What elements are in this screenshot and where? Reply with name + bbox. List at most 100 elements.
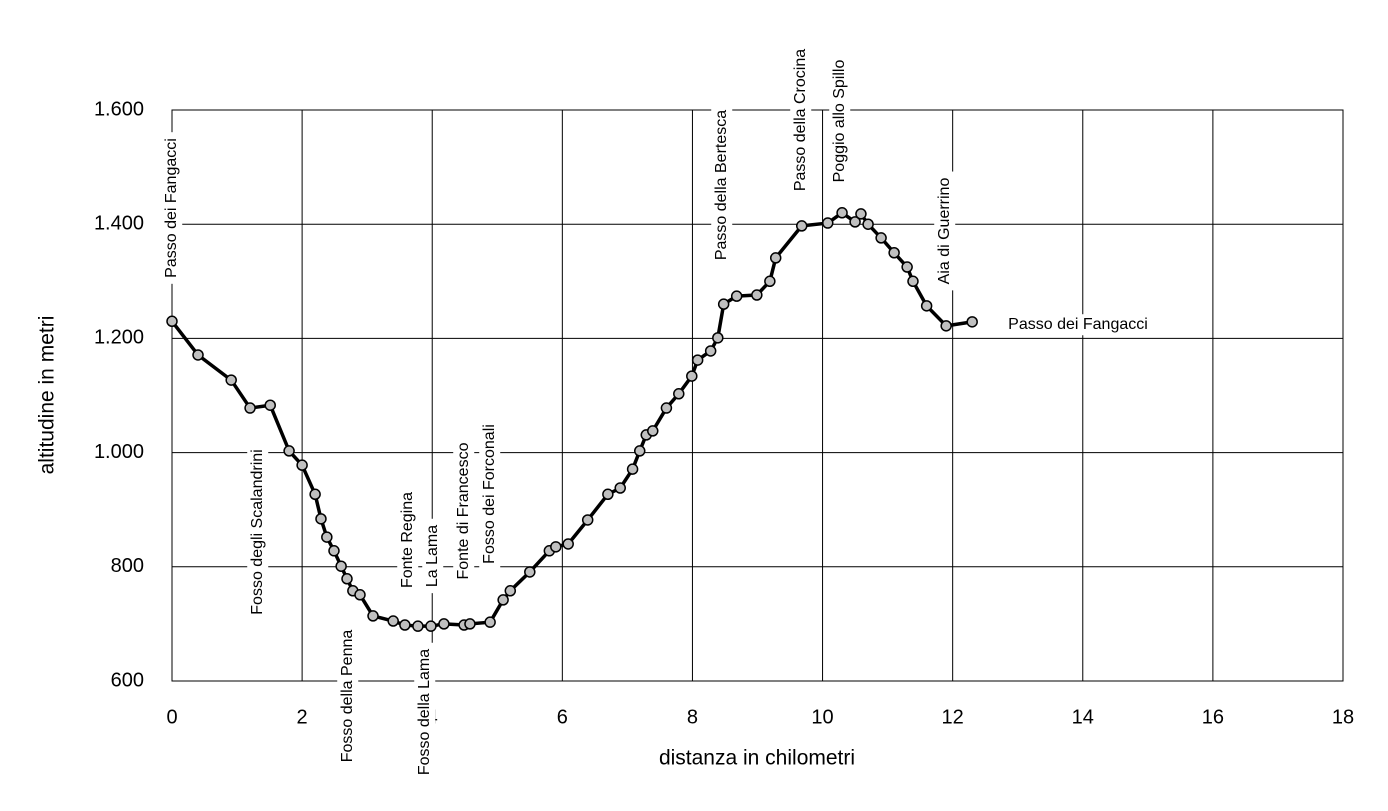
point-marker [862, 218, 874, 230]
point-marker [940, 320, 952, 332]
point-marker [691, 354, 704, 366]
point-marker [836, 207, 848, 219]
point-marker [504, 585, 517, 597]
point-marker [614, 482, 626, 494]
annotation: Fosso della Penna [337, 623, 359, 769]
point-marker [484, 616, 496, 628]
x-tick-label: 18 [1332, 706, 1354, 728]
annotation: Fosso della Lama [414, 642, 436, 782]
annotation-label: Passo della Bertesca [713, 110, 730, 260]
y-tick-label: 600 [111, 669, 144, 691]
point-marker [399, 619, 411, 631]
plot-border [171, 109, 1344, 682]
point-marker [660, 402, 673, 414]
point-marker [354, 589, 366, 601]
y-tick-label: 1.000 [94, 441, 144, 463]
point-marker [686, 370, 698, 382]
x-axis-title: distanza in chilometri [659, 747, 855, 770]
annotation-bg [479, 418, 501, 570]
point-marker [920, 300, 933, 312]
annotation: Fosso degli Scalandrini [247, 443, 269, 621]
point-marker [562, 538, 574, 550]
x-tick-label: 6 [557, 706, 568, 728]
x-tick-label: 14 [1072, 706, 1094, 728]
point-marker [712, 332, 724, 344]
y-tick-label: 1.400 [94, 212, 144, 234]
annotation: Aia di Guerrino [934, 171, 956, 291]
point-marker [192, 349, 204, 361]
point-marker [581, 514, 594, 526]
point-marker [321, 531, 333, 543]
annotation: Passo dei Fangacci [161, 132, 183, 284]
point-marker [888, 247, 900, 259]
annotation-label: Fonte Regina [399, 492, 416, 588]
y-axis-title: altitudine in metri [36, 316, 59, 475]
point-marker [464, 618, 476, 630]
annotation: Passo della Crocina [790, 42, 812, 198]
annotation: Passo della Bertesca [711, 103, 733, 267]
point-marker [907, 275, 919, 288]
point-marker [264, 399, 276, 411]
point-marker [524, 566, 536, 578]
point-marker [875, 232, 887, 244]
annotation-label: La Lama [424, 525, 441, 587]
point-marker [283, 445, 295, 457]
point-marker [387, 615, 399, 627]
point-marker [626, 463, 639, 475]
annotation-bg [790, 42, 812, 198]
annotation: La Lama [422, 518, 444, 594]
point-marker [751, 289, 763, 301]
point-marker [822, 217, 834, 229]
point-marker [633, 445, 646, 457]
x-tick-label: 12 [942, 706, 964, 728]
point-marker [849, 216, 861, 228]
point-marker [602, 488, 614, 501]
annotation-label: Fosso degli Scalandrini [249, 449, 266, 614]
annotation: Fosso dei Forconali [479, 418, 501, 570]
annotation-label: Fosso della Lama [416, 649, 433, 775]
point-marker [335, 560, 347, 572]
annotation-bg [422, 518, 444, 594]
annotation-label: Passo dei Fangacci [163, 138, 180, 278]
annotation-bg [934, 171, 956, 291]
point-marker [438, 618, 450, 630]
point-marker [769, 252, 782, 264]
annotation-bg [414, 642, 436, 782]
point-marker [795, 220, 808, 232]
point-marker [647, 425, 659, 437]
point-marker [412, 620, 424, 632]
point-marker [855, 208, 867, 220]
annotation: Fonte di Francesco [453, 436, 475, 586]
annotation-label: Aia di Guerrino [936, 178, 953, 285]
point-marker [367, 610, 379, 622]
point-marker [225, 374, 237, 386]
annotation-label: Passo della Crocina [792, 49, 809, 191]
point-marker [901, 261, 913, 273]
point-marker [730, 290, 743, 302]
annotation-bg [397, 485, 419, 595]
point-marker [673, 388, 685, 400]
annotation-bg [161, 132, 183, 284]
annotation-bg [829, 53, 851, 189]
point-marker [296, 459, 308, 471]
point-marker [550, 541, 562, 553]
annotation-bg [453, 436, 475, 586]
annotation-label: Fosso dei Forconali [481, 424, 498, 564]
annotation-bg [711, 103, 733, 267]
x-tick-label: 8 [687, 706, 698, 728]
annotation-label: Fonte di Francesco [455, 442, 472, 579]
annotation-label: Passo dei Fangacci [1008, 316, 1148, 333]
point-marker [425, 620, 437, 632]
point-marker [328, 545, 340, 557]
annotation-bg [337, 623, 359, 769]
point-marker [309, 488, 321, 501]
point-marker [966, 316, 978, 328]
point-marker [341, 573, 353, 585]
point-marker [315, 513, 327, 525]
y-tick-label: 800 [111, 555, 144, 577]
point-marker [704, 345, 717, 357]
point-marker [764, 275, 776, 288]
point-marker [497, 594, 509, 606]
